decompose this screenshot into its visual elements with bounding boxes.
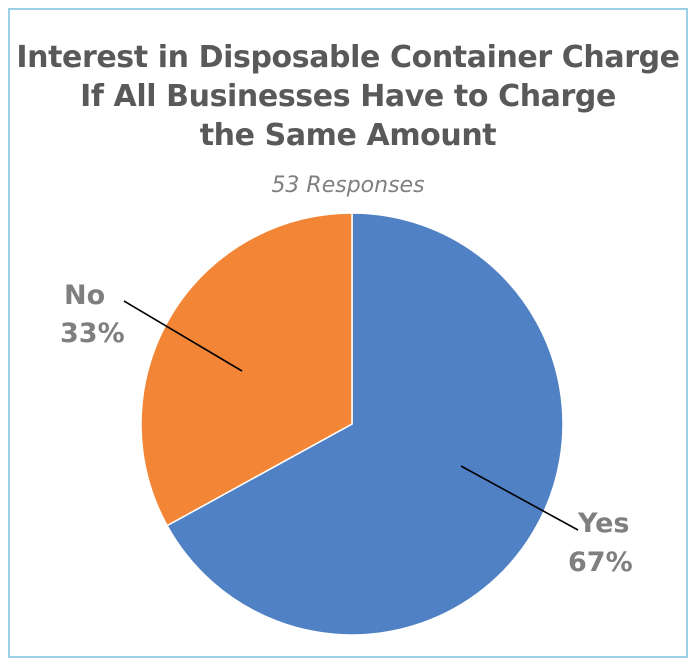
chart-title-line-2: If All Businesses Have to Charge: [80, 79, 616, 114]
leader-lines: [123, 300, 579, 531]
slice-labels: No 33% Yes 67%: [60, 280, 633, 578]
pie-slice-no: [140, 212, 353, 527]
pie-slices: [140, 212, 564, 636]
chart-title-line-1: Interest in Disposable Container Charge: [16, 40, 680, 75]
chart-subtitle: 53 Responses: [271, 173, 425, 198]
slice-label-yes-name: Yes: [577, 508, 629, 539]
slice-label-yes-value: 67%: [568, 547, 633, 578]
chart-title-line-3: the Same Amount: [199, 118, 497, 153]
chart-title: Interest in Disposable Container Charge …: [10, 38, 686, 155]
slice-label-no-name: No: [64, 280, 105, 311]
leader-line-yes: [460, 465, 579, 531]
slice-label-no-value: 33%: [60, 318, 125, 349]
leader-line-no: [123, 300, 243, 372]
pie-slice-yes: [166, 212, 564, 636]
